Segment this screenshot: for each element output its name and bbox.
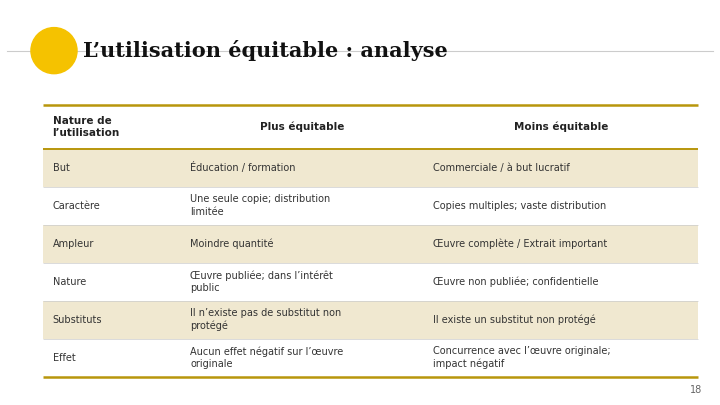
Text: Il n’existe pas de substitut non
protégé: Il n’existe pas de substitut non protégé (190, 308, 341, 331)
Bar (43, 225, 181, 263)
Bar (43, 149, 181, 187)
Bar (181, 339, 423, 377)
Bar (181, 301, 423, 339)
Text: Moins équitable: Moins équitable (513, 122, 608, 132)
Text: Caractère: Caractère (53, 201, 100, 211)
Text: Nature de
l’utilisation: Nature de l’utilisation (53, 116, 120, 138)
Bar (181, 149, 423, 187)
Text: But: But (53, 163, 69, 173)
Bar (43, 187, 181, 225)
Text: 18: 18 (690, 385, 702, 395)
Text: Œuvre publiée; dans l’intérêt
public: Œuvre publiée; dans l’intérêt public (190, 270, 333, 293)
Text: Ampleur: Ampleur (53, 239, 94, 249)
Bar (423, 105, 698, 149)
Bar (181, 187, 423, 225)
Text: L’utilisation équitable : analyse: L’utilisation équitable : analyse (83, 40, 448, 61)
Bar (181, 105, 423, 149)
Text: Il existe un substitut non protégé: Il existe un substitut non protégé (433, 314, 595, 325)
Text: Aucun effet négatif sur l’œuvre
originale: Aucun effet négatif sur l’œuvre original… (190, 346, 343, 369)
Text: Une seule copie; distribution
limitée: Une seule copie; distribution limitée (190, 194, 330, 217)
Bar (43, 301, 181, 339)
Text: Plus équitable: Plus équitable (260, 122, 344, 132)
Text: Nature: Nature (53, 277, 86, 287)
Text: Concurrence avec l’œuvre originale;
impact négatif: Concurrence avec l’œuvre originale; impa… (433, 346, 611, 369)
Bar (43, 339, 181, 377)
Text: Éducation / formation: Éducation / formation (190, 162, 296, 173)
Text: Moindre quantité: Moindre quantité (190, 239, 274, 249)
Text: Effet: Effet (53, 353, 76, 362)
Bar (423, 225, 698, 263)
Bar (423, 149, 698, 187)
Bar (181, 263, 423, 301)
Text: Substituts: Substituts (53, 315, 102, 325)
Text: Copies multiples; vaste distribution: Copies multiples; vaste distribution (433, 201, 606, 211)
Text: Œuvre complète / Extrait important: Œuvre complète / Extrait important (433, 239, 607, 249)
Ellipse shape (31, 28, 77, 74)
Text: Commerciale / à but lucratif: Commerciale / à but lucratif (433, 163, 570, 173)
Text: Œuvre non publiée; confidentielle: Œuvre non publiée; confidentielle (433, 277, 598, 287)
Bar (43, 105, 181, 149)
Bar (423, 339, 698, 377)
Bar (423, 301, 698, 339)
Bar (423, 263, 698, 301)
Bar (43, 263, 181, 301)
Bar (423, 187, 698, 225)
Bar (181, 225, 423, 263)
